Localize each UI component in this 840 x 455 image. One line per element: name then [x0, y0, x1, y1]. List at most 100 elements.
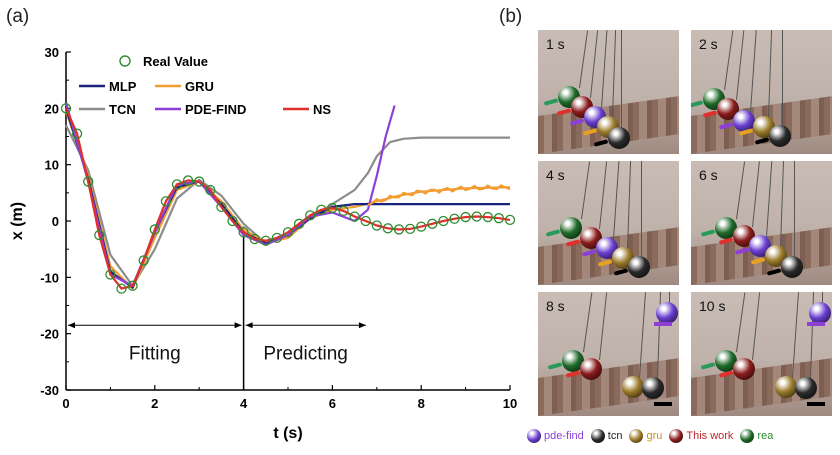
- x-tick-label: 2: [151, 396, 158, 411]
- frames-legend: pde-find tcn gru This work rea: [527, 424, 840, 448]
- real-value-point: [94, 229, 105, 241]
- frame-time-label: 8 s: [546, 298, 565, 314]
- frame-4: 6 s: [691, 161, 832, 285]
- real-value-point: [416, 221, 427, 232]
- frames-legend-item: tcn: [590, 429, 623, 443]
- real-value-point: [382, 223, 394, 234]
- real-value-point: [171, 179, 183, 190]
- pde-find-marker: [807, 322, 825, 326]
- x-tick-label: 8: [418, 396, 425, 411]
- real-value-point: [393, 224, 405, 235]
- real-value-point: [438, 215, 449, 227]
- velocity-arrow: [543, 98, 559, 106]
- ball-icon: [527, 429, 541, 443]
- annotation-arrow-head-right: [358, 322, 366, 329]
- legend-real-value-marker: [119, 55, 131, 67]
- frame-time-label: 10 s: [699, 298, 726, 314]
- frame-2: 2 s: [691, 30, 832, 154]
- pendulum-string: [599, 161, 608, 230]
- real-value-point: [327, 202, 338, 214]
- legend-real-value-label: Real Value: [143, 54, 208, 69]
- real-value-point: [194, 176, 205, 187]
- y-tick-label: 30: [45, 45, 59, 60]
- frames-legend-label: gru: [646, 430, 663, 442]
- y-tick-label: 20: [45, 101, 59, 116]
- real-value-point: [238, 227, 249, 238]
- y-tick-label: 0: [52, 214, 59, 229]
- annotation-fitting: Fitting: [129, 343, 181, 364]
- pendulum-ball: [560, 217, 582, 239]
- pendulum-ball: [809, 302, 831, 324]
- frame-time-label: 6 s: [699, 167, 718, 183]
- y-tick-label: -10: [40, 270, 59, 285]
- pendulum-ball: [733, 110, 755, 132]
- pendulum-string: [613, 161, 620, 240]
- real-value-point: [138, 255, 149, 266]
- pendulum-string: [822, 292, 823, 304]
- real-value-point: [205, 184, 216, 196]
- real-value-point: [349, 211, 360, 222]
- series-line-ns: [64, 107, 511, 290]
- panel-a-label: (a): [6, 6, 30, 27]
- pendulum-string: [736, 292, 746, 353]
- pendulum-ball: [622, 376, 644, 398]
- pendulum-string: [641, 161, 642, 258]
- pendulum-string: [782, 30, 783, 127]
- pendulum-string: [752, 292, 761, 361]
- ball-icon: [669, 429, 684, 443]
- frames-legend-label: This work: [686, 430, 734, 442]
- pendulum-ball: [769, 125, 791, 147]
- annotation-arrow-head-right: [234, 322, 242, 329]
- velocity-arrow: [700, 362, 716, 370]
- legend-mlp-label: MLP: [109, 79, 137, 94]
- real-value-point: [371, 220, 382, 231]
- frame-3: 4 s: [538, 161, 679, 285]
- real-value-point: [249, 233, 260, 245]
- legend-pde-find-label: PDE-FIND: [185, 102, 246, 117]
- frames-legend-item: This work: [669, 429, 733, 443]
- pendulum-string: [581, 161, 591, 220]
- pendulum-ball: [580, 358, 602, 380]
- scale-bar: [807, 402, 825, 406]
- velocity-arrow: [547, 362, 563, 370]
- real-value-point: [71, 128, 83, 139]
- real-value-point: [105, 269, 116, 280]
- pendulum-ball: [715, 350, 737, 372]
- frames-legend-label: pde-find: [544, 430, 584, 442]
- real-value-point: [116, 283, 127, 294]
- velocity-arrow: [700, 229, 716, 237]
- pendulum-string: [794, 161, 795, 258]
- trajectory-chart: 0 2 4 6 8 10 -30 -20 -10 0 10 20 30 t (s) x (m) Fitting…: [9, 45, 517, 442]
- real-value-point: [182, 175, 194, 186]
- real-value-point: [160, 196, 172, 207]
- real-value-point: [260, 235, 271, 246]
- real-value-point: [493, 213, 505, 224]
- real-value-point: [293, 218, 305, 229]
- frames-legend-label: tcn: [607, 430, 623, 442]
- real-value-point: [282, 227, 294, 238]
- real-value-point: [271, 232, 283, 244]
- pendulum-string: [669, 292, 670, 304]
- y-axis-label: x (m): [9, 202, 26, 240]
- annotation-arrow-head-left: [245, 322, 253, 329]
- real-value-point: [482, 211, 493, 223]
- real-value-point: [60, 103, 72, 114]
- real-value-point: [504, 214, 516, 226]
- annotation-arrow-head-left: [68, 322, 75, 329]
- x-tick-label: 4: [240, 396, 248, 411]
- pendulum-string: [736, 30, 745, 101]
- series-line-pde-find: [64, 102, 396, 287]
- legend-ns-label: NS: [313, 102, 331, 117]
- pendulum-ball: [628, 256, 650, 278]
- real-value-point: [227, 215, 238, 227]
- real-value-point: [216, 201, 227, 213]
- real-value-point: [471, 211, 482, 222]
- frames-legend-item: rea: [740, 429, 773, 443]
- series-line-gru-ripple: [367, 184, 511, 207]
- pendulum-ball: [775, 376, 797, 398]
- pendulum-string: [766, 161, 773, 238]
- frame-5: 8 s: [538, 292, 679, 416]
- pde-find-marker: [654, 322, 672, 326]
- frames-legend-item: gru: [629, 429, 662, 443]
- real-value-point: [427, 218, 438, 229]
